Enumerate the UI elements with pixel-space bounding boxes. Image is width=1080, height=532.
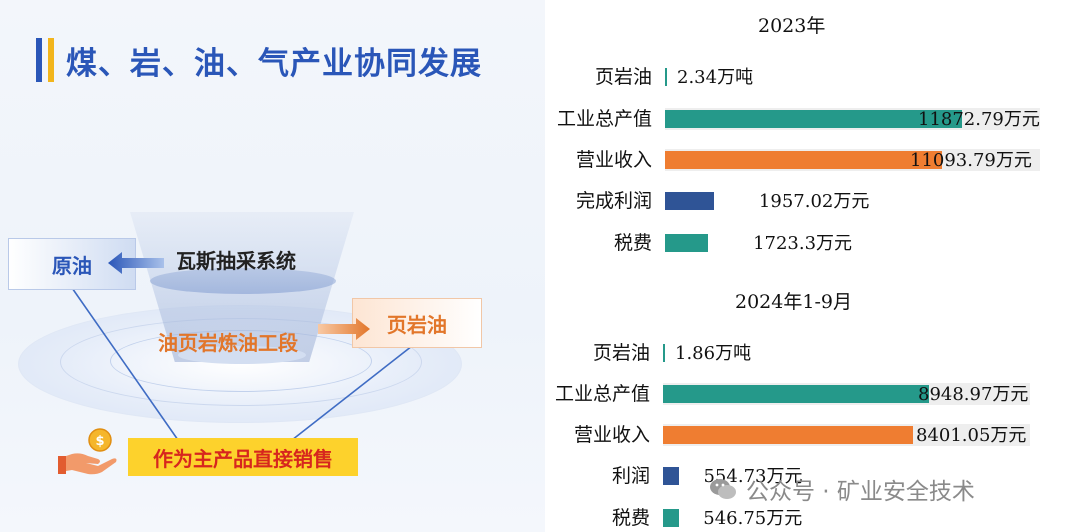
bar	[665, 192, 714, 210]
data-label: 2.34万吨	[677, 63, 753, 89]
bar	[663, 467, 679, 485]
watermark-text: 公众号 · 矿业安全技术	[746, 472, 975, 506]
data-label: 8948.97万元	[918, 380, 1028, 406]
bar-label: 工业总产值	[542, 104, 652, 131]
data-label: 1723.3万元	[753, 229, 852, 255]
shale-oil-box: 页岩油	[352, 298, 482, 348]
bar-label: 页岩油	[540, 338, 650, 365]
bar	[663, 344, 665, 362]
bar-label: 工业总产值	[540, 379, 650, 406]
data-label: 11872.79万元	[918, 105, 1040, 131]
bar	[665, 151, 942, 169]
svg-text:$: $	[95, 434, 104, 449]
bar-label: 营业收入	[540, 420, 650, 447]
data-label: 8401.05万元	[916, 421, 1026, 447]
bar	[665, 68, 667, 86]
bar	[663, 509, 679, 527]
direct-sale-box: 作为主产品直接销售	[128, 438, 358, 476]
bar	[665, 234, 708, 252]
bar-label: 税费	[540, 503, 650, 530]
arrow-left-icon	[108, 252, 164, 274]
bar-label: 完成利润	[542, 186, 652, 213]
bar-label: 营业收入	[542, 145, 652, 172]
bar	[663, 426, 913, 444]
wechat-icon	[708, 474, 738, 504]
gas-extraction-label: 瓦斯抽采系统	[176, 245, 296, 274]
bar-label: 税费	[542, 228, 652, 255]
watermark: 公众号 · 矿业安全技术	[708, 472, 975, 506]
coin-hand-icon: $	[58, 428, 120, 476]
refining-section-label: 油页岩炼油工段	[158, 327, 298, 356]
chart-2023-title: 2023年	[758, 11, 825, 38]
data-label: 546.75万元	[703, 504, 802, 530]
data-label: 11093.79万元	[910, 146, 1032, 172]
chart-2024-title: 2024年1-9月	[735, 287, 852, 314]
arrow-right-icon	[318, 318, 370, 340]
bar-label: 页岩油	[542, 62, 652, 89]
bar-label: 利润	[540, 461, 650, 488]
bar	[663, 385, 929, 403]
data-label: 1957.02万元	[759, 187, 869, 213]
data-label: 1.86万吨	[675, 339, 751, 365]
